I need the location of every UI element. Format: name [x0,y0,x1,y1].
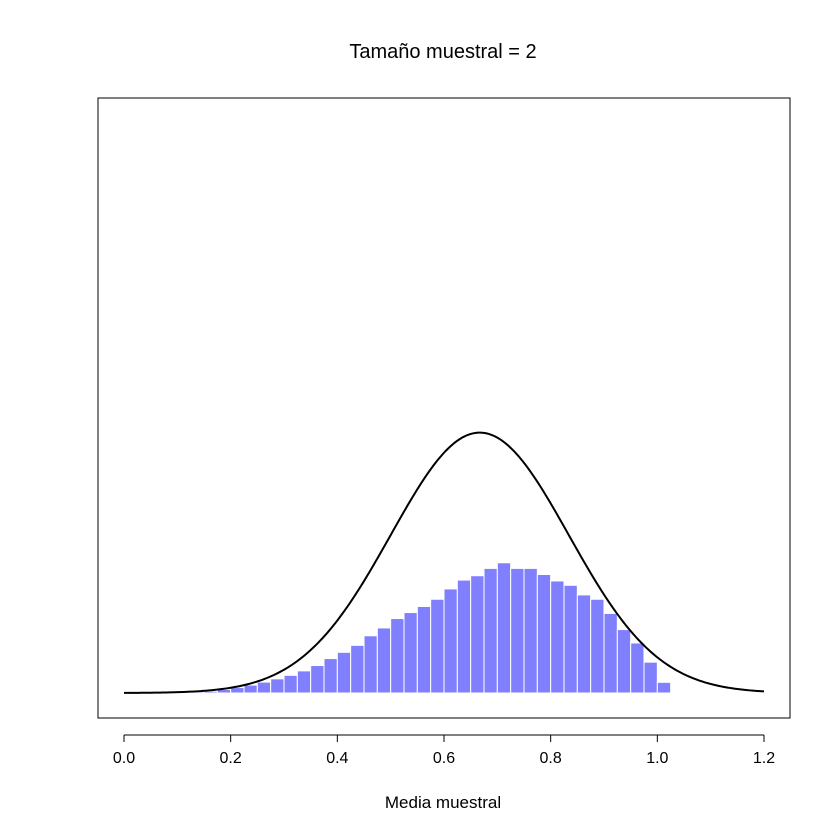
histogram-bar [483,567,498,694]
histogram-bar [390,618,405,694]
histogram-bar [270,678,285,694]
histogram-bar [590,598,605,694]
histogram-bar [256,681,272,694]
x-tick-label: 0.0 [113,750,135,767]
bars-group [190,562,672,694]
histogram-bar [403,612,418,694]
histogram-bar [630,642,645,694]
histogram-bar [456,579,472,694]
histogram-bar [376,627,392,694]
histogram-bar [350,644,365,694]
histogram-bar [443,588,458,694]
histogram-bar [656,681,672,694]
normal-density-curve [123,431,765,694]
histogram-bar [470,575,485,694]
histogram-bar [496,562,512,694]
chart-title: Tamaño muestral = 2 [349,41,536,63]
x-tick-label: 1.2 [753,750,775,767]
histogram-bar [323,658,338,694]
histogram-bar [336,651,352,694]
x-axis: 0.0 0.2 0.4 0.6 0.8 1.0 1.2 [113,734,775,767]
histogram-bar [363,635,378,694]
histogram-bar [296,670,312,694]
histogram-bar [643,661,658,694]
x-tick-label: 1.0 [646,750,668,767]
histogram-bar [523,567,538,694]
histogram-bar [283,674,298,694]
histogram-bar [616,629,632,694]
x-tick-label: 0.6 [433,750,455,767]
histogram-bar [603,612,618,694]
x-tick-label: 0.4 [326,750,348,767]
histogram-bar [576,594,592,694]
histogram-bar [550,580,565,694]
histogram-bar [416,605,432,694]
histogram-bar [536,574,552,694]
histogram-bar [310,665,325,694]
histogram-bar [563,584,578,694]
histogram-bar [430,598,445,694]
x-tick-label: 0.8 [540,750,562,767]
histogram-bar [510,567,525,694]
plot-frame [97,97,791,719]
x-axis-label: Media muestral [385,793,501,812]
x-tick-label: 0.2 [220,750,242,767]
histogram-bar [243,684,258,694]
